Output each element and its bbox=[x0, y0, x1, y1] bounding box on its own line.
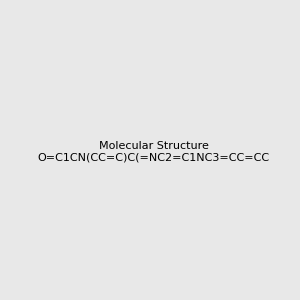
Text: Molecular Structure
O=C1CN(CC=C)C(=NC2=C1NC3=CC=CC: Molecular Structure O=C1CN(CC=C)C(=NC2=C… bbox=[38, 141, 270, 162]
